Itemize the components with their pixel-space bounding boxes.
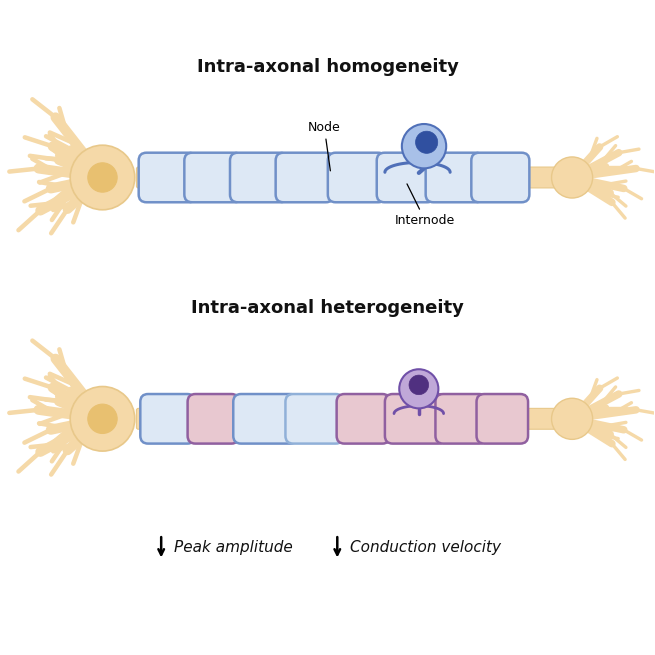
- Text: Internode: Internode: [395, 184, 455, 227]
- Circle shape: [88, 404, 117, 434]
- Circle shape: [70, 386, 135, 451]
- Text: Conduction velocity: Conduction velocity: [350, 540, 501, 555]
- FancyBboxPatch shape: [477, 394, 528, 443]
- FancyBboxPatch shape: [436, 394, 487, 443]
- FancyBboxPatch shape: [286, 394, 343, 443]
- Circle shape: [88, 163, 117, 192]
- FancyBboxPatch shape: [377, 153, 435, 202]
- Text: Node: Node: [308, 121, 341, 171]
- FancyBboxPatch shape: [136, 167, 564, 188]
- Circle shape: [552, 157, 593, 198]
- Circle shape: [415, 131, 438, 153]
- FancyBboxPatch shape: [184, 153, 242, 202]
- Circle shape: [552, 398, 593, 440]
- Circle shape: [70, 145, 135, 210]
- FancyBboxPatch shape: [337, 394, 390, 443]
- FancyBboxPatch shape: [136, 408, 564, 429]
- Text: Peak amplitude: Peak amplitude: [174, 540, 293, 555]
- FancyBboxPatch shape: [276, 153, 333, 202]
- FancyBboxPatch shape: [233, 394, 298, 443]
- FancyBboxPatch shape: [139, 153, 196, 202]
- FancyBboxPatch shape: [187, 394, 239, 443]
- Text: Intra-axonal heterogeneity: Intra-axonal heterogeneity: [191, 299, 464, 317]
- FancyBboxPatch shape: [230, 153, 288, 202]
- FancyBboxPatch shape: [328, 153, 386, 202]
- Circle shape: [402, 124, 446, 168]
- FancyBboxPatch shape: [426, 153, 483, 202]
- Circle shape: [409, 375, 428, 395]
- Text: Intra-axonal homogeneity: Intra-axonal homogeneity: [196, 58, 458, 75]
- Circle shape: [400, 369, 438, 408]
- FancyBboxPatch shape: [472, 153, 529, 202]
- FancyBboxPatch shape: [385, 394, 446, 443]
- FancyBboxPatch shape: [140, 394, 195, 443]
